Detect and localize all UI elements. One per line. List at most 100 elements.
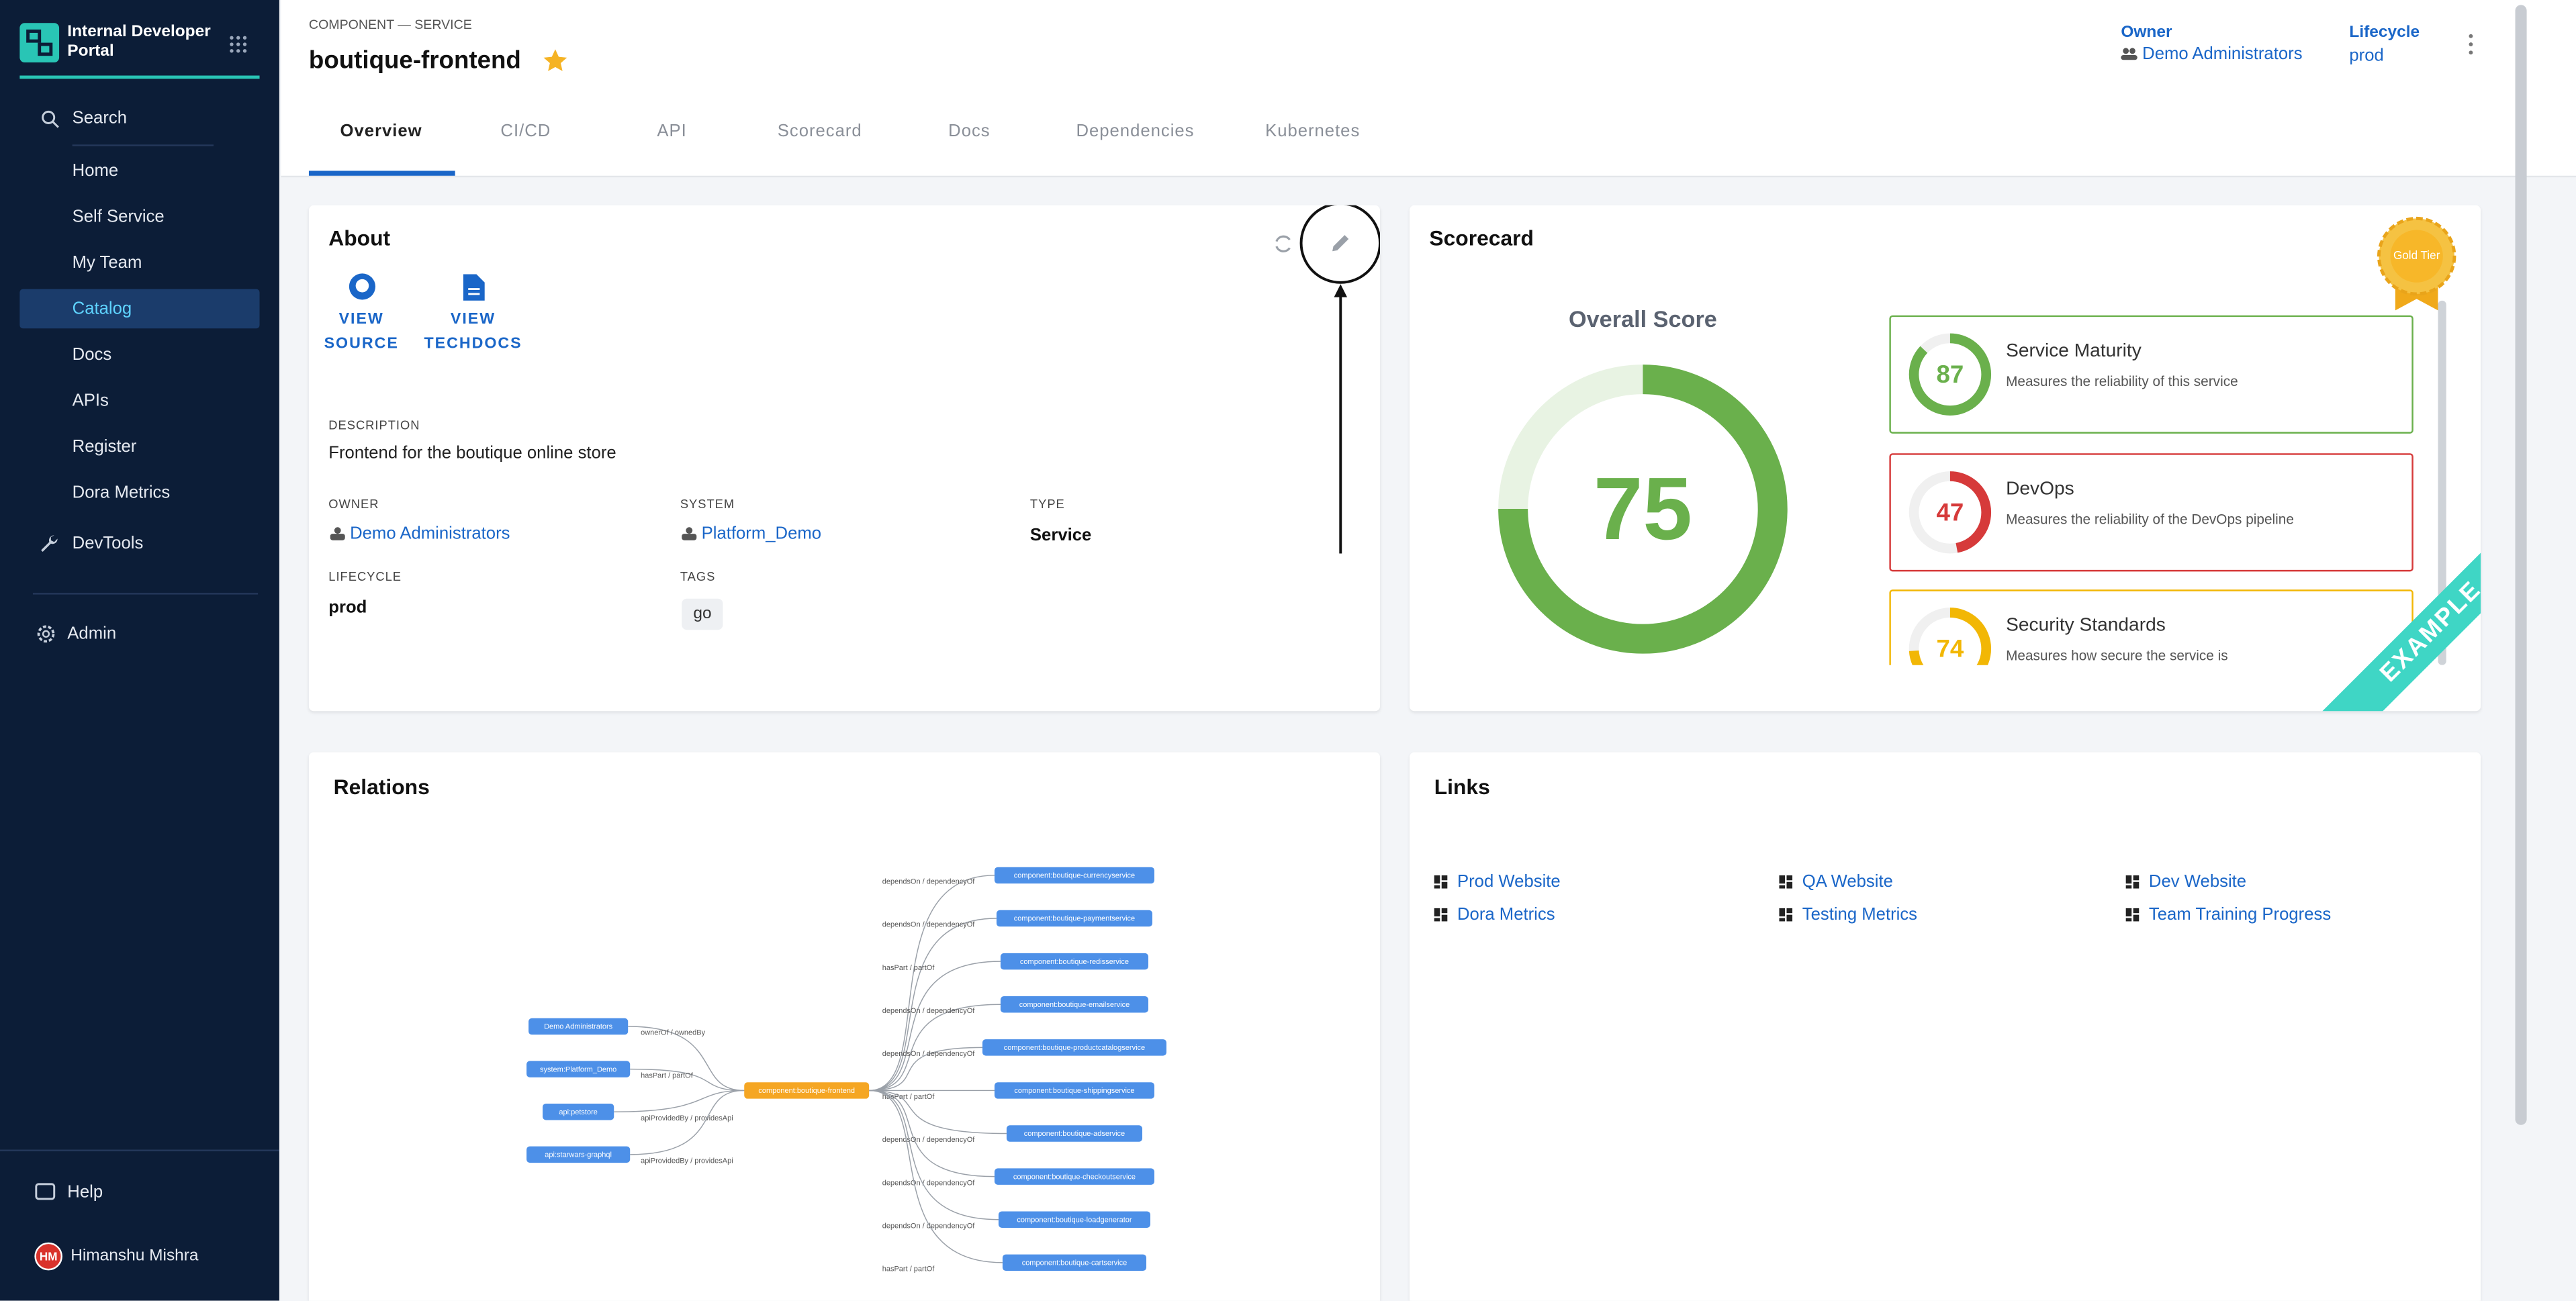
field-value[interactable]: Demo Administrators bbox=[350, 524, 510, 544]
link[interactable]: Dev Website bbox=[2148, 872, 2247, 892]
person bbox=[2121, 54, 2137, 60]
overall-score: 75 bbox=[1594, 459, 1692, 558]
owner-icon bbox=[2121, 48, 2137, 60]
node bbox=[982, 1039, 1166, 1056]
icon-cell bbox=[1779, 908, 1786, 917]
about-card: About VIEW SOURCE VIEW TECHDOCS DESCRIPTION… bbox=[308, 205, 1381, 712]
edge-label: apiProvidedBy / providesApi bbox=[641, 1157, 733, 1165]
node bbox=[994, 1168, 1154, 1185]
logo-mark bbox=[26, 30, 42, 43]
brand-divider bbox=[19, 75, 260, 79]
icon-cell bbox=[1434, 908, 1440, 917]
nav-search[interactable]: Search bbox=[72, 108, 128, 128]
edge bbox=[869, 1004, 1001, 1092]
tab[interactable]: API bbox=[657, 122, 687, 142]
dot bbox=[230, 49, 234, 53]
node bbox=[1000, 953, 1148, 970]
edge bbox=[869, 875, 995, 1092]
divider bbox=[32, 593, 259, 595]
field-label: TYPE bbox=[1029, 497, 1065, 512]
link[interactable]: Team Training Progress bbox=[2148, 904, 2332, 925]
dot bbox=[230, 42, 234, 46]
nav-help[interactable]: Help bbox=[67, 1182, 103, 1202]
dot bbox=[2469, 42, 2473, 46]
edge-label: dependsOn / dependencyOf bbox=[882, 1222, 976, 1230]
tab[interactable]: Overview bbox=[340, 122, 422, 142]
github-face bbox=[355, 279, 369, 293]
sidebar: Internal Developer Portal Search Home Self … bbox=[0, 0, 279, 1301]
node bbox=[1002, 1254, 1146, 1271]
edge-label: hasPart / partOf bbox=[882, 1265, 935, 1273]
edge-label: dependsOn / dependencyOf bbox=[882, 921, 976, 929]
field-value: Service bbox=[1029, 525, 1092, 546]
about-link[interactable]: VIEW TECHDOCS bbox=[424, 310, 522, 353]
field-label: OWNER bbox=[328, 497, 379, 512]
check-gauge: 87 bbox=[1908, 333, 1992, 416]
user-name[interactable]: Himanshu Mishra bbox=[71, 1247, 199, 1265]
link-icon bbox=[1434, 908, 1448, 922]
check-score: 87 bbox=[1937, 360, 1964, 388]
nav-item[interactable]: Self Service bbox=[72, 207, 165, 227]
nav-item[interactable]: Register bbox=[72, 436, 137, 457]
icon-cell bbox=[1786, 914, 1793, 922]
icon bbox=[330, 534, 345, 540]
divider bbox=[72, 144, 214, 146]
list-scrollbar[interactable] bbox=[2438, 300, 2446, 665]
github-icon bbox=[349, 273, 376, 300]
edge-label: dependsOn / dependencyOf bbox=[882, 1007, 976, 1015]
node bbox=[1000, 996, 1148, 1013]
entity-kind: COMPONENT — SERVICE bbox=[308, 17, 472, 32]
nav-admin[interactable]: Admin bbox=[67, 624, 117, 644]
header: COMPONENT — SERVICE boutique-frontend Owne… bbox=[281, 0, 2576, 178]
icon-cell bbox=[1434, 885, 1440, 889]
icon-cell bbox=[2125, 908, 2132, 917]
nav-item[interactable]: Catalog bbox=[72, 299, 132, 319]
field-value[interactable]: Platform_Demo bbox=[701, 524, 822, 544]
logo-mark bbox=[38, 42, 53, 56]
node bbox=[526, 1061, 631, 1077]
node-label: api:petstore bbox=[559, 1108, 597, 1116]
icon-cell bbox=[1786, 875, 1793, 881]
icon-cell bbox=[1779, 885, 1786, 889]
owner-value[interactable]: Demo Administrators bbox=[2142, 44, 2303, 64]
entity-title: boutique-frontend bbox=[308, 46, 521, 75]
link[interactable]: Prod Website bbox=[1457, 872, 1561, 892]
scrollbar[interactable] bbox=[2515, 5, 2527, 1125]
nav-item[interactable]: Home bbox=[72, 160, 119, 181]
icon-cell bbox=[1786, 908, 1793, 914]
lens bbox=[42, 110, 56, 124]
node-label: component:boutique-redisservice bbox=[1020, 958, 1129, 966]
link[interactable]: Dora Metrics bbox=[1457, 904, 1555, 925]
apps-icon bbox=[230, 36, 247, 53]
node bbox=[996, 910, 1152, 927]
edge bbox=[869, 918, 997, 1092]
icon bbox=[334, 527, 341, 534]
nav-item[interactable]: Docs bbox=[72, 344, 112, 365]
relations-card: Relations dependsOn / dependencyOf compone… bbox=[308, 752, 1381, 1301]
nav-item[interactable]: APIs bbox=[72, 391, 109, 411]
check-description: Measures the reliability of the DevOps p… bbox=[2006, 510, 2294, 527]
about-link[interactable]: VIEW SOURCE bbox=[324, 310, 399, 353]
link-icon bbox=[2125, 875, 2140, 889]
badge-inner bbox=[2390, 230, 2443, 283]
node bbox=[994, 867, 1154, 884]
icon-cell bbox=[1441, 914, 1448, 922]
nav-item[interactable]: My Team bbox=[72, 252, 142, 273]
tag-chip: go bbox=[682, 598, 723, 630]
nav-devtools[interactable]: DevTools bbox=[72, 534, 144, 554]
user-avatar[interactable]: HM bbox=[34, 1242, 62, 1271]
tab[interactable]: Scorecard bbox=[777, 122, 862, 142]
edge bbox=[628, 1026, 745, 1092]
link[interactable]: QA Website bbox=[1802, 872, 1893, 892]
check-description: Measures the reliability of this service bbox=[2006, 373, 2238, 389]
nav-item[interactable]: Dora Metrics bbox=[72, 483, 171, 503]
tab[interactable]: Kubernetes bbox=[1265, 122, 1361, 142]
tab[interactable]: Docs bbox=[948, 122, 991, 142]
tab[interactable]: CI/CD bbox=[500, 122, 551, 142]
edge bbox=[869, 1090, 995, 1177]
card-title: Scorecard bbox=[1429, 226, 1534, 251]
help-box bbox=[35, 1183, 56, 1200]
tab[interactable]: Dependencies bbox=[1076, 122, 1195, 142]
owner-label: Owner bbox=[2121, 23, 2172, 42]
link[interactable]: Testing Metrics bbox=[1802, 904, 1918, 925]
